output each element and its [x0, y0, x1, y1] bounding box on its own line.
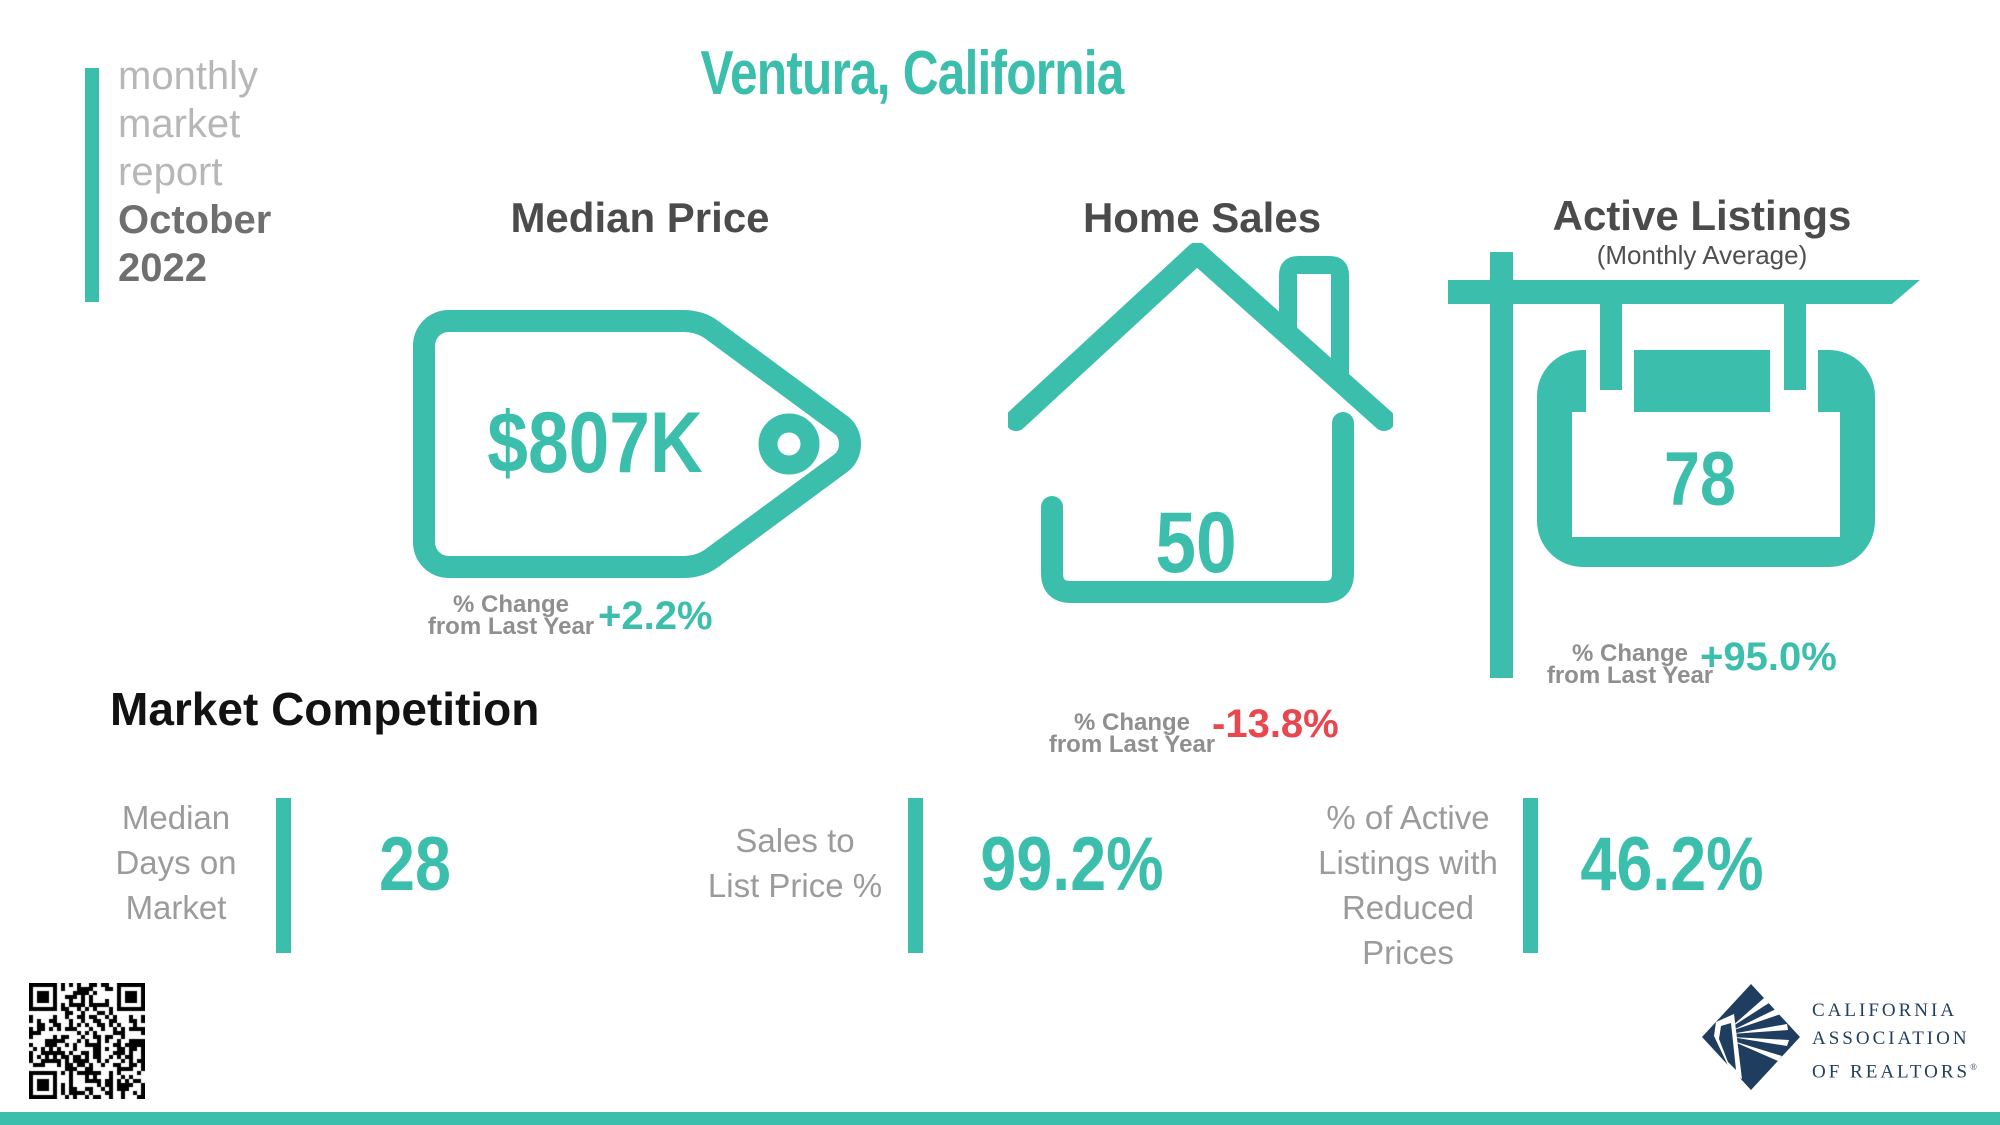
change-caption-line: % Change: [1073, 709, 1190, 736]
report-badge-line: monthly: [118, 54, 259, 98]
report-badge-line: market: [118, 102, 241, 146]
car-logo-line: ASSOCIATION: [1812, 1028, 1970, 1049]
stat-label-line: Median: [121, 799, 231, 836]
footer-accent-bar: [0, 1112, 2000, 1125]
car-logo-line: OF REALTORS®: [1812, 1061, 1977, 1083]
for-sale-sign-icon: [1448, 252, 1920, 678]
car-logo-text: CALIFORNIA ASSOCIATION OF REALTORS®: [1812, 997, 2000, 1086]
stat-divider: [276, 798, 291, 953]
stat-label-median-days: Median Days on Market: [78, 795, 274, 930]
report-year: 2022: [118, 246, 207, 290]
active-listings-subheading: (Monthly Average): [1596, 240, 1808, 270]
median-price-change-value: +2.2%: [598, 594, 713, 638]
change-caption-line: from Last Year: [427, 613, 595, 640]
report-month: October: [118, 198, 272, 242]
stat-value-sales-to-list: 99.2%: [980, 822, 1164, 907]
car-logo-diamond-icon: [1702, 984, 1800, 1090]
report-badge: monthly market report October 2022: [118, 52, 378, 292]
stat-label-sales-to-list: Sales to List Price %: [695, 818, 895, 908]
stat-label-line: % of Active: [1326, 799, 1490, 836]
active-listings-heading: Active Listings: [1552, 192, 1852, 239]
home-sales-change-value: -13.8%: [1212, 702, 1339, 746]
home-sales-heading: Home Sales: [1082, 194, 1322, 241]
report-badge-accent-bar: [85, 68, 99, 302]
active-listings-change-caption: % Change from Last Year: [1530, 640, 1730, 689]
median-price-change-caption: % Change from Last Year: [411, 591, 611, 640]
car-logo-line: CALIFORNIA: [1812, 1000, 1958, 1021]
active-listings-change-value: +95.0%: [1700, 635, 1837, 679]
market-competition-heading: Market Competition: [110, 683, 540, 735]
stat-label-line: Reduced Prices: [1341, 889, 1475, 971]
stat-label-line: Days on: [115, 844, 237, 881]
qr-code: [29, 983, 145, 1099]
change-caption-line: from Last Year: [1048, 731, 1216, 758]
house-icon: [1008, 243, 1393, 603]
stat-label-line: Sales to: [735, 822, 855, 859]
home-sales-change-caption: % Change from Last Year: [1032, 709, 1232, 758]
report-badge-line: report: [118, 150, 223, 194]
median-price-value: $807K: [487, 395, 703, 491]
stat-divider: [908, 798, 923, 953]
stat-label-line: Listings with: [1318, 844, 1498, 881]
stat-value-reduced-prices: 46.2%: [1580, 822, 1764, 907]
change-caption-line: % Change: [1571, 640, 1688, 667]
median-price-heading: Median Price: [510, 194, 770, 241]
stat-label-reduced-prices: % of Active Listings with Reduced Prices: [1300, 795, 1516, 975]
active-listings-value: 78: [1664, 437, 1736, 522]
price-tag-icon: [413, 310, 861, 578]
home-sales-value: 50: [1155, 495, 1237, 591]
stat-divider: [1523, 798, 1538, 953]
stat-label-line: Market: [125, 889, 227, 926]
change-caption-line: from Last Year: [1546, 662, 1714, 689]
page-title: Ventura, California: [700, 39, 1124, 108]
stat-value-median-days: 28: [379, 822, 451, 907]
registered-mark: ®: [1970, 1062, 1977, 1072]
change-caption-line: % Change: [452, 591, 569, 618]
stat-label-line: List Price %: [707, 867, 883, 904]
